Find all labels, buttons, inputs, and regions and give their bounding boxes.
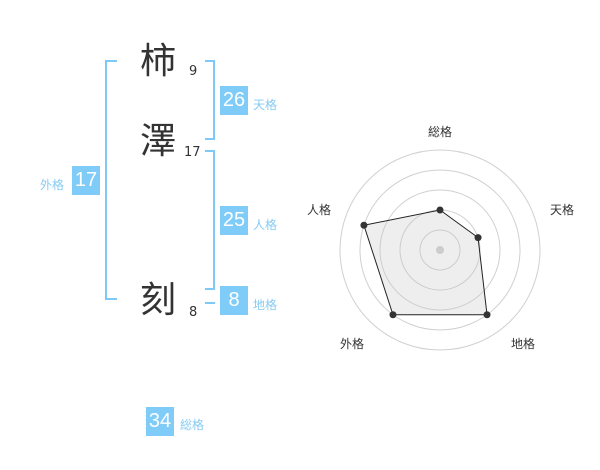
tenkaku-bracket [213, 60, 215, 140]
bracket-tick [205, 150, 215, 152]
radar-axis-label: 天格 [550, 203, 575, 217]
radar-axis-label: 人格 [307, 203, 332, 217]
radar-center [436, 246, 444, 254]
radar-point [360, 221, 368, 229]
stroke-count-1: 9 [189, 64, 198, 79]
chikaku-value: 8 [220, 286, 248, 315]
name-char-3: 刻 [140, 280, 177, 321]
radar-ring [419, 229, 461, 271]
bracket-tick [205, 288, 215, 290]
soukaku-label: 総格 [180, 418, 205, 432]
jinkaku-value: 25 [220, 206, 248, 235]
radar-polygon [363, 209, 488, 316]
bracket-tick [105, 298, 117, 300]
gaikaku-label: 外格 [40, 178, 65, 192]
radar-ring [339, 149, 541, 351]
tenkaku-label: 天格 [253, 98, 278, 112]
radar-axis-label: 地格 [511, 337, 536, 351]
radar-axis-label: 総格 [428, 125, 453, 139]
radar-point [389, 311, 397, 319]
radar-axis-label: 外格 [340, 337, 365, 351]
radar-point [474, 234, 482, 242]
radar-ring [359, 169, 521, 331]
bracket-tick [105, 60, 117, 62]
jinkaku-label: 人格 [253, 218, 278, 232]
stroke-count-3: 8 [189, 305, 198, 320]
radar-point [483, 311, 491, 319]
tenkaku-value: 26 [220, 86, 248, 115]
chikaku-label: 地格 [253, 298, 278, 312]
gaikaku-value: 17 [72, 166, 100, 195]
radar-point [436, 206, 444, 214]
bracket-tick [205, 60, 215, 62]
jinkaku-bracket [213, 150, 215, 290]
soukaku-value: 34 [146, 407, 174, 436]
chikaku-connector [205, 302, 215, 304]
name-char-1: 柿 [140, 41, 177, 82]
radar-ring [379, 189, 501, 311]
stroke-count-2: 17 [184, 145, 201, 160]
gaikaku-bracket [105, 60, 107, 300]
bracket-tick [205, 138, 215, 140]
name-char-2: 澤 [140, 121, 177, 162]
